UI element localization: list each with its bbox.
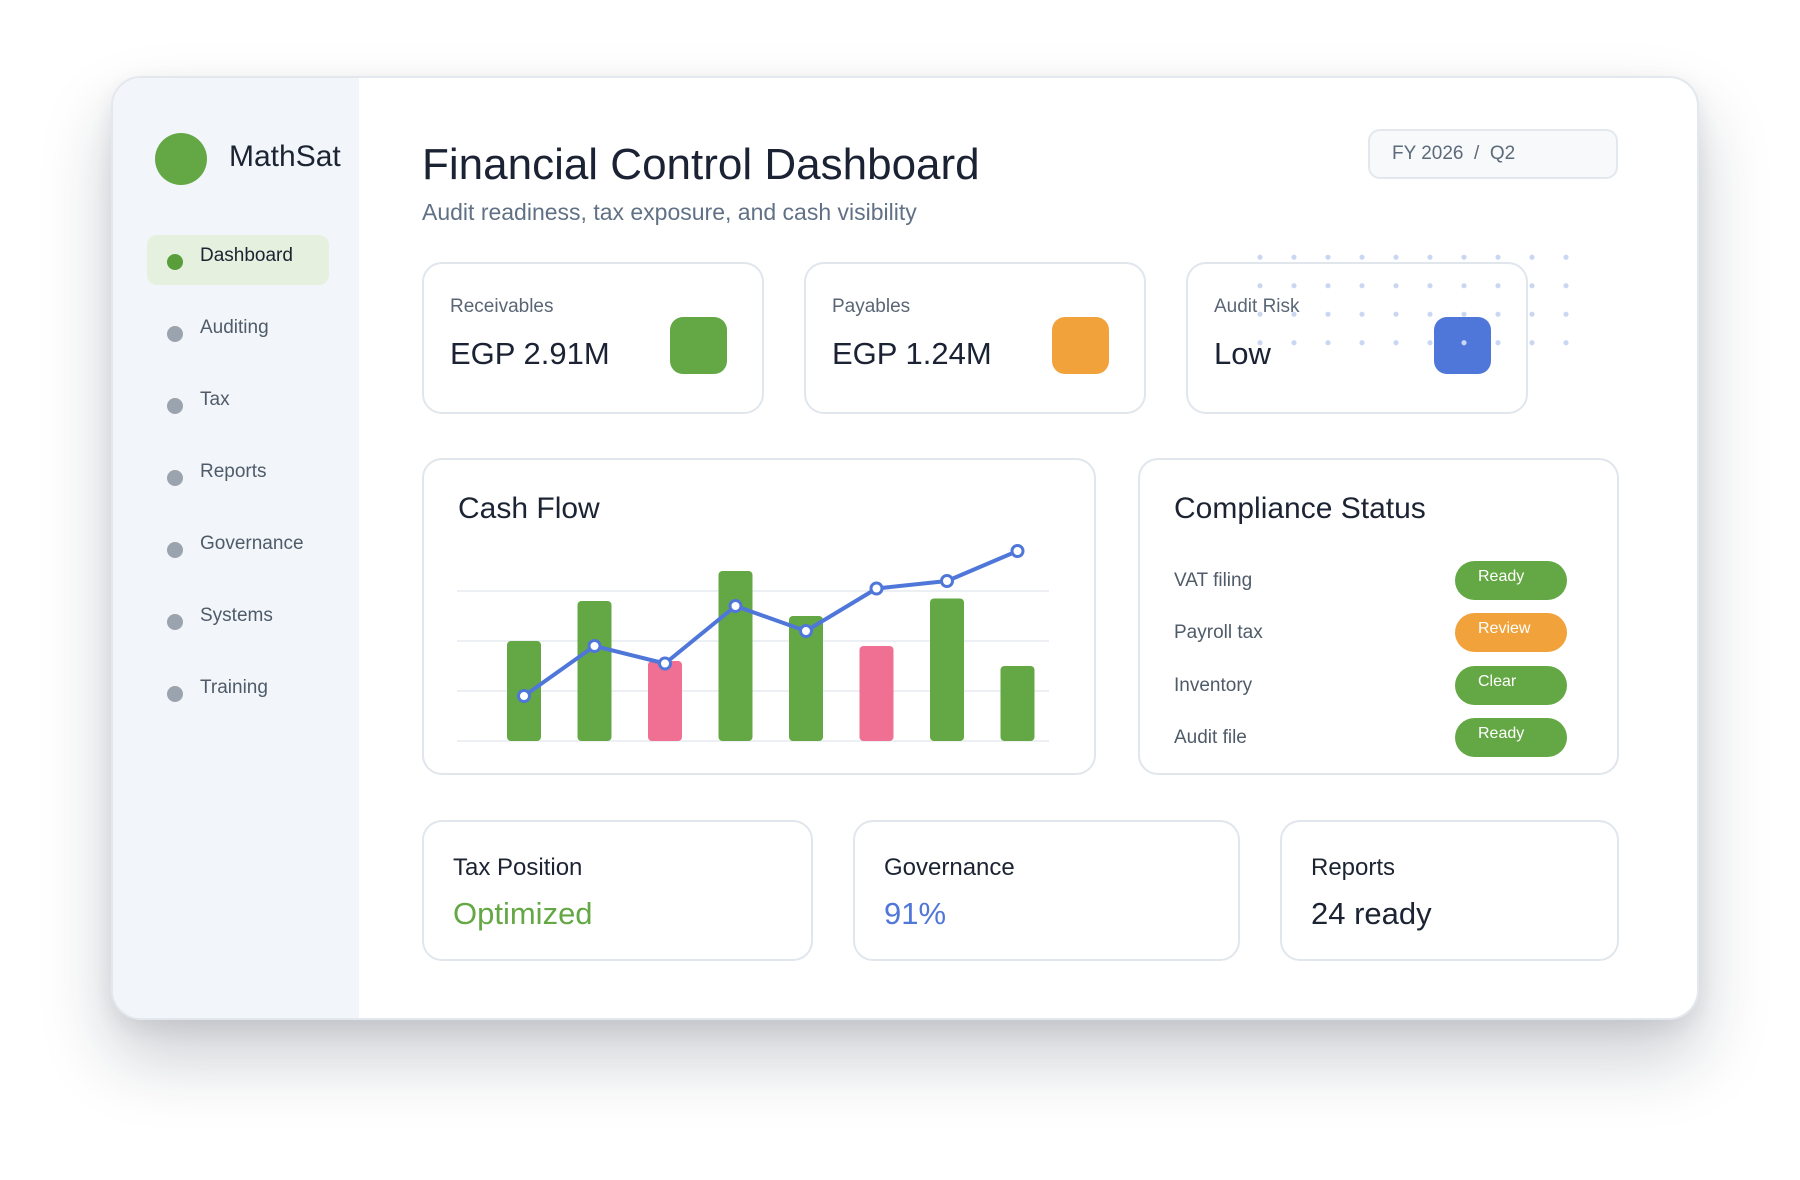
receivables-icon xyxy=(670,317,727,374)
cash-flow-point xyxy=(728,599,743,613)
sidebar-item-training[interactable]: Training xyxy=(147,667,329,717)
status-badge: Review xyxy=(1455,613,1567,652)
summary-value: 24 ready xyxy=(1311,896,1432,931)
cash-flow-chart xyxy=(457,544,1049,742)
payables-icon xyxy=(1052,317,1109,374)
cash-flow-point xyxy=(799,624,813,638)
dashboard-dot-icon xyxy=(167,254,183,270)
auditing-dot-icon xyxy=(167,326,183,342)
cash-flow-point xyxy=(869,581,884,596)
cash-flow-bar xyxy=(1000,666,1035,741)
kpi-value: EGP 2.91M xyxy=(450,336,610,371)
summary-card-reports: Reports 24 ready xyxy=(1280,820,1619,961)
compliance-row-label: Audit file xyxy=(1174,727,1247,748)
app-window: MathSat Dashboard Auditing Tax Reports G… xyxy=(111,76,1699,1020)
period-selector[interactable]: FY 2026 / Q2 xyxy=(1368,129,1618,179)
kpi-label: Payables xyxy=(832,296,911,317)
governance-dot-icon xyxy=(167,542,183,558)
cash-flow-point xyxy=(1010,544,1025,558)
compliance-card: Compliance Status VAT filing Ready Payro… xyxy=(1138,458,1619,775)
status-badge: Ready xyxy=(1455,718,1567,757)
cash-flow-card: Cash Flow xyxy=(422,458,1096,775)
brand-logo-icon xyxy=(155,133,207,185)
sidebar-item-label: Dashboard xyxy=(200,245,293,266)
sidebar-item-governance[interactable]: Governance xyxy=(147,523,329,573)
summary-label: Governance xyxy=(884,854,1015,881)
cash-flow-point xyxy=(658,656,672,671)
sidebar-item-label: Auditing xyxy=(200,317,269,338)
sidebar-item-label: Reports xyxy=(200,461,267,482)
cash-flow-bar xyxy=(930,598,964,741)
cash-flow-line xyxy=(522,549,1019,698)
cash-flow-point xyxy=(517,689,531,703)
sidebar-item-label: Systems xyxy=(200,605,273,626)
sidebar: MathSat Dashboard Auditing Tax Reports G… xyxy=(113,78,359,1018)
decorative-dot-grid xyxy=(1243,243,1593,353)
brand-name: MathSat xyxy=(229,140,341,173)
sidebar-item-dashboard[interactable]: Dashboard xyxy=(147,235,329,285)
cash-flow-point xyxy=(587,639,602,653)
sidebar-item-tax[interactable]: Tax xyxy=(147,379,329,429)
sidebar-item-label: Governance xyxy=(200,533,304,554)
kpi-value: EGP 1.24M xyxy=(832,336,992,371)
reports-dot-icon xyxy=(167,470,183,486)
page-title: Financial Control Dashboard xyxy=(422,140,980,189)
summary-card-tax-position: Tax Position Optimized xyxy=(422,820,813,961)
page-subtitle: Audit readiness, tax exposure, and cash … xyxy=(422,199,917,225)
summary-label: Reports xyxy=(1311,854,1396,881)
sidebar-item-auditing[interactable]: Auditing xyxy=(147,307,329,357)
cash-flow-title: Cash Flow xyxy=(458,492,600,525)
sidebar-item-reports[interactable]: Reports xyxy=(147,451,329,501)
summary-label: Tax Position xyxy=(453,854,583,881)
cash-flow-point xyxy=(940,574,954,588)
sidebar-item-label: Training xyxy=(200,677,268,698)
cash-flow-bar xyxy=(718,571,753,741)
summary-value: Optimized xyxy=(453,896,593,931)
sidebar-item-systems[interactable]: Systems xyxy=(147,595,329,645)
kpi-card-payables: Payables EGP 1.24M xyxy=(804,262,1146,414)
status-badge: Ready xyxy=(1455,561,1567,600)
cash-flow-bar xyxy=(577,601,612,741)
cash-flow-bar xyxy=(859,646,894,741)
compliance-row-label: Payroll tax xyxy=(1174,622,1263,643)
compliance-title: Compliance Status xyxy=(1174,492,1426,525)
cash-flow-bar xyxy=(648,661,682,741)
summary-value: 91% xyxy=(884,896,947,931)
kpi-card-receivables: Receivables EGP 2.91M xyxy=(422,262,764,414)
kpi-label: Receivables xyxy=(450,296,554,317)
systems-dot-icon xyxy=(167,614,183,630)
sidebar-item-label: Tax xyxy=(200,389,230,410)
training-dot-icon xyxy=(167,686,183,702)
tax-dot-icon xyxy=(167,398,183,414)
compliance-row-label: Inventory xyxy=(1174,675,1253,696)
status-badge: Clear xyxy=(1455,666,1567,705)
compliance-row-label: VAT filing xyxy=(1174,570,1253,591)
summary-card-governance: Governance 91% xyxy=(853,820,1240,961)
cash-flow-bar xyxy=(789,616,823,741)
